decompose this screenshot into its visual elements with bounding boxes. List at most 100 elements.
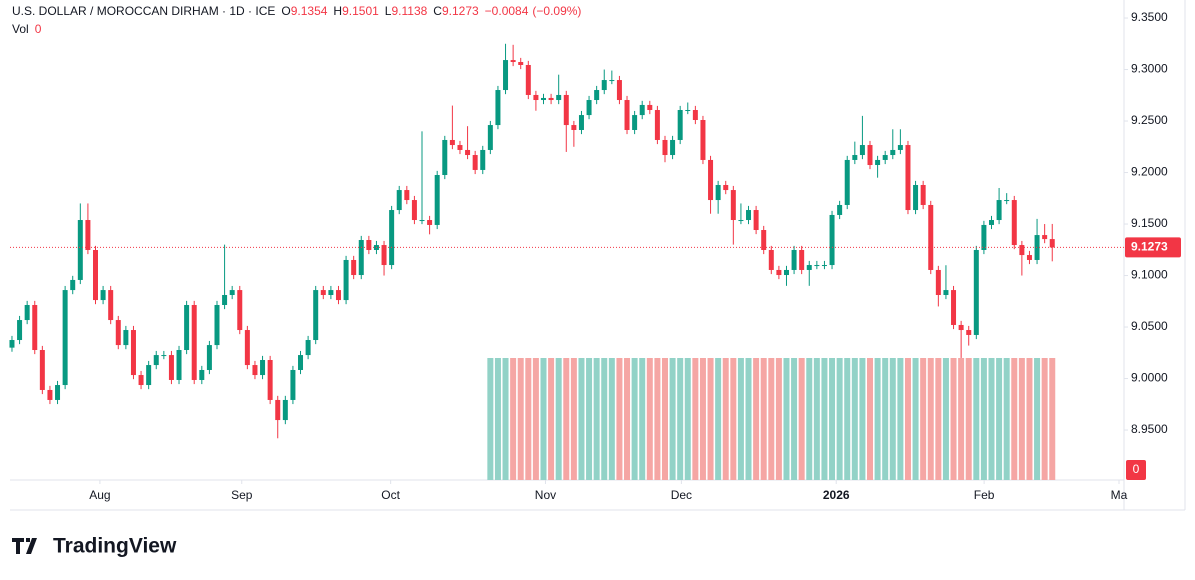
candle-body (708, 159, 714, 201)
volume-bar (980, 358, 987, 480)
c-value: 9.1273 (442, 4, 479, 18)
volume-bar (829, 358, 836, 480)
candle-body (17, 320, 23, 341)
x-tick-label: Ma (1111, 488, 1128, 502)
volume-bar (798, 358, 805, 480)
candle-body (730, 190, 736, 221)
volume-bar (912, 358, 919, 480)
candle-body (138, 375, 144, 386)
volume-bar (677, 358, 684, 480)
candle-body (578, 115, 584, 130)
volume-bar (510, 358, 517, 480)
volume-bar (737, 358, 744, 480)
y-tick-label: 9.2500 (1131, 113, 1168, 127)
candle-body (518, 62, 524, 65)
x-tick-label: Oct (381, 488, 400, 502)
candle-body (55, 385, 61, 400)
candle-body (761, 230, 767, 250)
y-tick-label: 9.2000 (1131, 165, 1168, 179)
change-pct: (−0.09%) (532, 4, 581, 18)
y-tick-label: 9.3500 (1131, 10, 1168, 24)
y-tick-label: 8.9500 (1131, 422, 1168, 436)
volume-bar (654, 358, 661, 480)
y-tick-label: 9.0000 (1131, 371, 1168, 385)
candle-body (670, 139, 676, 156)
candle-body (290, 369, 296, 400)
candle-body (859, 145, 865, 156)
volume-bar (844, 358, 851, 480)
volume-bar (593, 358, 600, 480)
volume-bar (502, 358, 509, 480)
candle-body (852, 155, 858, 160)
y-tick-label: 9.0500 (1131, 319, 1168, 333)
candle-body (571, 125, 577, 130)
volume-bar (813, 358, 820, 480)
candle-body (153, 355, 159, 366)
volume-bar (1034, 358, 1041, 480)
volume-bar (669, 358, 676, 480)
candle-body (677, 110, 683, 140)
volume-bar (616, 358, 623, 480)
candle-body (480, 149, 486, 170)
candle-body (943, 290, 949, 296)
volume-bar (525, 358, 532, 480)
candle-body (639, 104, 645, 116)
last-volume-label: 0 (1133, 462, 1140, 476)
volume-bar (753, 358, 760, 480)
volume-bar (867, 358, 874, 480)
candle-body (222, 295, 228, 305)
volume-bar (692, 358, 699, 480)
volume-bar (1049, 358, 1056, 480)
candle-body (882, 155, 888, 160)
volume-bar (684, 358, 691, 480)
plot (9, 43, 1056, 480)
candle-body (844, 159, 850, 205)
candle-body (951, 290, 957, 325)
candle-body (191, 304, 197, 380)
candle-body (753, 210, 759, 231)
volume-bar (646, 358, 653, 480)
candle-body (791, 249, 797, 270)
logo-icon (12, 538, 37, 554)
candle-body (115, 320, 121, 346)
candle-body (123, 330, 129, 346)
volume-bar (927, 358, 934, 480)
volume-bar (851, 358, 858, 480)
candle-body (146, 365, 152, 386)
volume-bar (859, 358, 866, 480)
volume-bar (555, 358, 562, 480)
candle-body (427, 220, 433, 225)
candle-body (935, 269, 941, 296)
candle-body (214, 304, 220, 346)
volume-bar (836, 358, 843, 480)
volume-bar (783, 358, 790, 480)
candle-body (890, 149, 896, 156)
candle-body (548, 97, 554, 101)
legend-header: U.S. DOLLAR / MOROCCAN DIRHAM · 1D · ICE… (12, 4, 581, 18)
candle-body (335, 290, 341, 301)
volume-bar (806, 358, 813, 480)
volume-bar (965, 358, 972, 480)
candle-body (92, 249, 98, 301)
y-tick-label: 9.3000 (1131, 62, 1168, 76)
volume-bar (889, 358, 896, 480)
candle-body (837, 204, 843, 215)
l-letter: L (385, 4, 392, 18)
candle-body (776, 269, 782, 276)
candle-body (966, 330, 972, 335)
candle-body (275, 399, 281, 421)
candle-body (313, 290, 319, 341)
candle-body (768, 249, 774, 270)
volume-bar (745, 358, 752, 480)
x-tick-label: Nov (535, 488, 556, 502)
volume-bar (532, 358, 539, 480)
x-tick-label: Feb (974, 488, 995, 502)
candle-body (996, 200, 1002, 221)
candle-body (913, 184, 919, 211)
candle-body (449, 139, 455, 146)
x-tick-label: Sep (231, 488, 253, 502)
volume-bar (631, 358, 638, 480)
volume-bar (874, 358, 881, 480)
candle-body (723, 184, 729, 191)
x-tick-label: Dec (671, 488, 692, 502)
